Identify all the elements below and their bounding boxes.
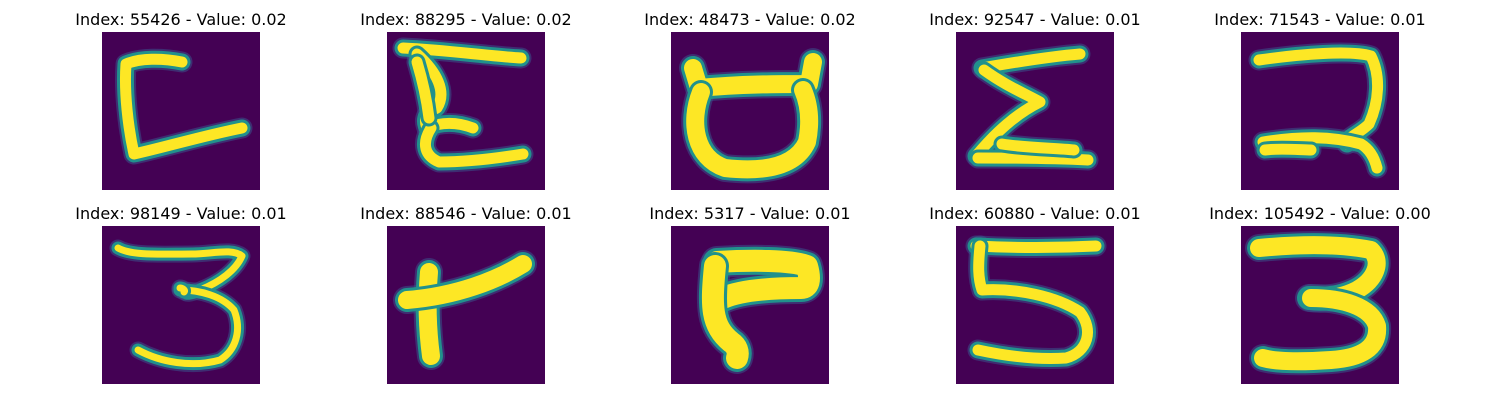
panel-title: Index: 92547 - Value: 0.01	[929, 10, 1141, 29]
grid-panel: Index: 60880 - Value: 0.01	[905, 204, 1165, 390]
digit-image	[671, 226, 829, 384]
grid-panel: Index: 55426 - Value: 0.02	[51, 10, 311, 196]
panel-title: Index: 60880 - Value: 0.01	[929, 204, 1141, 223]
three-thin-icon	[102, 226, 260, 384]
grid-panel: Index: 88295 - Value: 0.02	[336, 10, 596, 196]
reversed-r-icon	[1241, 32, 1399, 190]
grid-panel: Index: 92547 - Value: 0.01	[905, 10, 1165, 196]
c-angled-icon	[102, 32, 260, 190]
panel-title: Index: 71543 - Value: 0.01	[1214, 10, 1426, 29]
grid-panel: Index: 5317 - Value: 0.01	[620, 204, 880, 390]
digit-image	[102, 32, 260, 190]
panel-title: Index: 5317 - Value: 0.01	[649, 204, 851, 223]
panel-title: Index: 88295 - Value: 0.02	[360, 10, 572, 29]
grid-panel: Index: 48473 - Value: 0.02	[620, 10, 880, 196]
digit-image	[1241, 226, 1399, 384]
digit-image	[387, 32, 545, 190]
grid-panel: Index: 71543 - Value: 0.01	[1190, 10, 1450, 196]
panel-title: Index: 98149 - Value: 0.01	[75, 204, 287, 223]
e-script-icon	[387, 32, 545, 190]
digit-image	[671, 32, 829, 190]
panel-title: Index: 105492 - Value: 0.00	[1209, 204, 1431, 223]
digit-image	[387, 226, 545, 384]
five-icon	[956, 226, 1114, 384]
digit-image	[1241, 32, 1399, 190]
grid-panel: Index: 98149 - Value: 0.01	[51, 204, 311, 390]
panel-title: Index: 55426 - Value: 0.02	[75, 10, 287, 29]
panel-title: Index: 88546 - Value: 0.01	[360, 204, 572, 223]
sigma-icon	[956, 32, 1114, 190]
digit-image	[102, 226, 260, 384]
panel-title: Index: 48473 - Value: 0.02	[644, 10, 856, 29]
cup-handles-icon	[671, 32, 829, 190]
digit-image	[956, 32, 1114, 190]
r-bold-icon	[387, 226, 545, 384]
digit-image	[956, 226, 1114, 384]
three-bold-icon	[1241, 226, 1399, 384]
flag-block-icon	[671, 226, 829, 384]
grid-panel: Index: 105492 - Value: 0.00	[1190, 204, 1450, 390]
grid-panel: Index: 88546 - Value: 0.01	[336, 204, 596, 390]
